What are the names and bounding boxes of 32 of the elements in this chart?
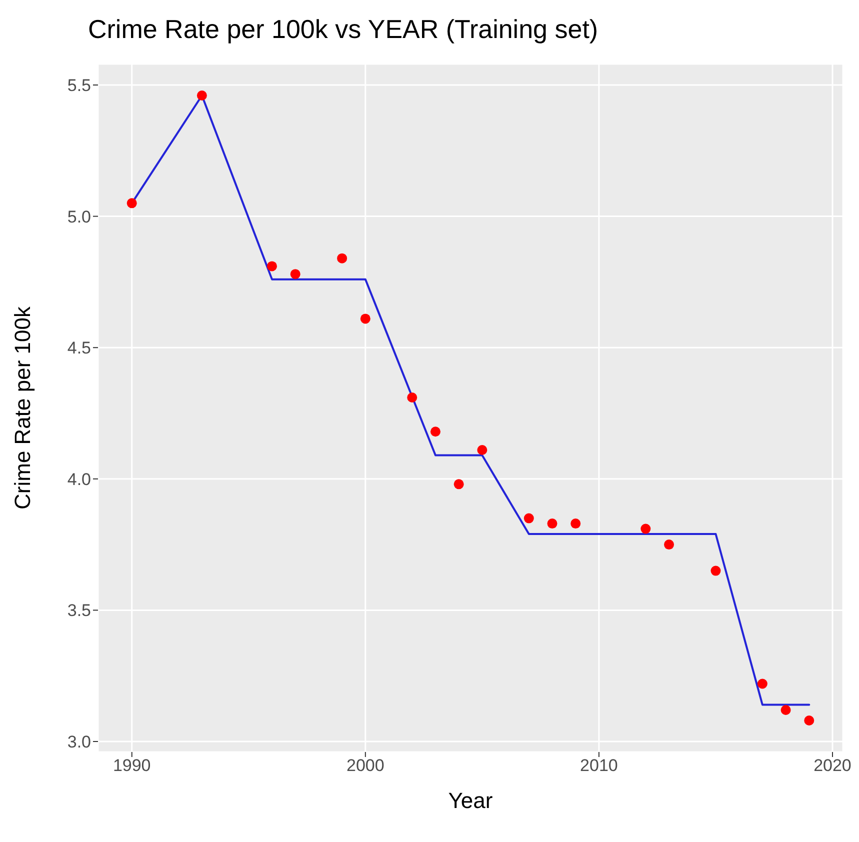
point — [337, 253, 348, 264]
x-tick-label: 2010 — [580, 756, 618, 776]
point — [664, 540, 674, 550]
x-axis-title: Year — [448, 788, 493, 813]
point — [454, 479, 464, 490]
point — [804, 715, 814, 726]
point — [360, 314, 370, 324]
point — [196, 90, 207, 101]
point — [757, 678, 768, 689]
y-tick-label: 5.0 — [67, 207, 91, 226]
x-tick-label: 1990 — [112, 756, 151, 776]
x-tick-label: 2000 — [346, 756, 384, 776]
chart-title: Crime Rate per 100k vs YEAR (Training set) — [87, 13, 600, 46]
point — [266, 261, 277, 272]
point — [126, 198, 137, 208]
point — [547, 518, 558, 529]
y-tick-label: 3.0 — [67, 732, 91, 752]
point — [430, 426, 440, 437]
point — [710, 566, 721, 576]
point — [640, 524, 651, 534]
y-tick-label: 3.5 — [67, 601, 91, 620]
x-tick-label: 2020 — [814, 756, 852, 776]
y-tick-label: 5.5 — [67, 76, 91, 96]
y-axis-title: Crime Rate per 100k — [10, 306, 35, 510]
point — [407, 392, 418, 402]
point — [290, 269, 300, 280]
point — [477, 445, 488, 456]
point — [524, 513, 534, 524]
y-tick-label: 4.5 — [67, 338, 91, 358]
point — [570, 518, 581, 529]
y-tick-label: 4.0 — [67, 470, 91, 489]
point — [780, 704, 791, 715]
